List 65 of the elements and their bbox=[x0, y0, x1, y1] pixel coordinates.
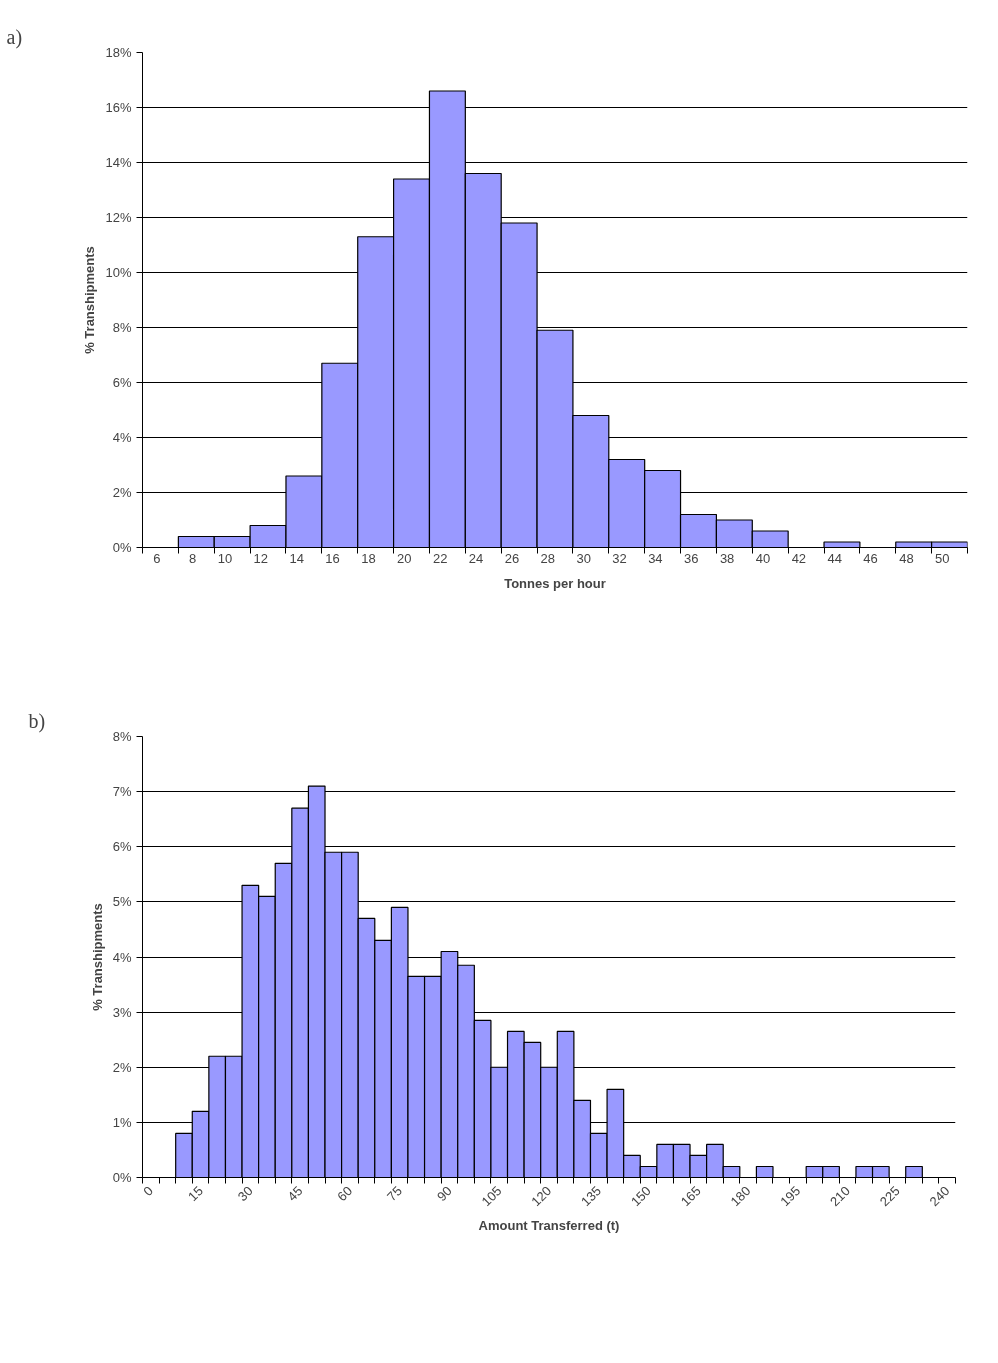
y-tick-label: 4% bbox=[112, 949, 132, 965]
x-tick-label: 48 bbox=[899, 551, 914, 566]
x-tick-label: 22 bbox=[432, 551, 448, 566]
x-tick-label: 30 bbox=[576, 551, 591, 566]
x-tick-label: 210 bbox=[827, 1183, 853, 1210]
x-tick-label: 14 bbox=[289, 551, 304, 566]
x-tick-label: 120 bbox=[528, 1183, 555, 1210]
x-tick-label: 240 bbox=[926, 1183, 953, 1210]
x-tick-label: 42 bbox=[791, 551, 807, 566]
y-axis-title: % Transhipments bbox=[82, 246, 98, 354]
chart-title: b) bbox=[28, 709, 46, 733]
y-axis-title: % Transhipments bbox=[89, 903, 105, 1011]
x-tick-label: 105 bbox=[478, 1183, 505, 1210]
x-tick-label: 195 bbox=[777, 1183, 804, 1210]
x-tick-label: 45 bbox=[284, 1183, 306, 1205]
y-tick-label: 3% bbox=[112, 1004, 132, 1020]
x-tick-label: 90 bbox=[433, 1183, 455, 1205]
y-tick-label: 2% bbox=[112, 1059, 132, 1075]
x-tick-label: 34 bbox=[648, 551, 663, 566]
x-tick-label: 75 bbox=[384, 1183, 405, 1205]
x-tick-label: 150 bbox=[627, 1183, 654, 1210]
y-tick-label: 10% bbox=[105, 265, 132, 280]
x-tick-label: 16 bbox=[325, 551, 340, 566]
x-tick-label: 28 bbox=[540, 551, 556, 566]
x-tick-label: 50 bbox=[935, 551, 950, 566]
x-tick-label: 0 bbox=[140, 1183, 157, 1199]
x-tick-label: 180 bbox=[727, 1183, 754, 1210]
x-axis-title: Tonnes per hour bbox=[504, 575, 606, 591]
y-tick-label: 0% bbox=[112, 540, 132, 555]
x-tick-label: 165 bbox=[677, 1183, 704, 1210]
y-tick-label: 16% bbox=[105, 100, 132, 115]
y-tick-label: 12% bbox=[105, 210, 132, 225]
x-tick-label: 40 bbox=[755, 551, 771, 566]
x-tick-label: 6 bbox=[153, 551, 161, 566]
x-tick-label: 24 bbox=[468, 551, 484, 566]
x-tick-label: 225 bbox=[876, 1183, 903, 1210]
y-tick-label: 0% bbox=[112, 1170, 132, 1185]
x-tick-label: 30 bbox=[234, 1183, 256, 1205]
y-tick-label: 8% bbox=[112, 320, 132, 335]
y-tick-label: 7% bbox=[112, 784, 132, 800]
y-tick-label: 5% bbox=[112, 894, 132, 910]
y-tick-label: 2% bbox=[112, 485, 132, 500]
x-tick-label: 32 bbox=[612, 551, 627, 566]
x-tick-label: 135 bbox=[578, 1183, 605, 1210]
x-tick-label: 60 bbox=[334, 1183, 356, 1205]
x-tick-label: 8 bbox=[189, 551, 197, 566]
x-tick-label: 44 bbox=[827, 551, 842, 566]
x-tick-label: 12 bbox=[253, 551, 269, 566]
x-tick-label: 38 bbox=[719, 551, 735, 566]
x-axis-title: Amount Transferred (t) bbox=[478, 1218, 620, 1234]
x-tick-label: 20 bbox=[397, 551, 412, 566]
x-tick-label: 10 bbox=[217, 551, 233, 566]
y-tick-label: 4% bbox=[112, 430, 132, 445]
x-tick-label: 18 bbox=[361, 551, 376, 566]
x-tick-label: 46 bbox=[863, 551, 878, 566]
chart-title: a) bbox=[6, 25, 23, 49]
y-tick-label: 6% bbox=[112, 839, 132, 855]
x-tick-label: 36 bbox=[684, 551, 699, 566]
x-tick-label: 15 bbox=[185, 1183, 206, 1205]
y-tick-label: 14% bbox=[105, 155, 132, 170]
y-tick-label: 1% bbox=[112, 1114, 132, 1130]
x-tick-label: 26 bbox=[504, 551, 520, 566]
y-tick-label: 18% bbox=[105, 45, 132, 60]
y-tick-label: 8% bbox=[112, 729, 132, 744]
y-tick-label: 6% bbox=[112, 375, 132, 390]
